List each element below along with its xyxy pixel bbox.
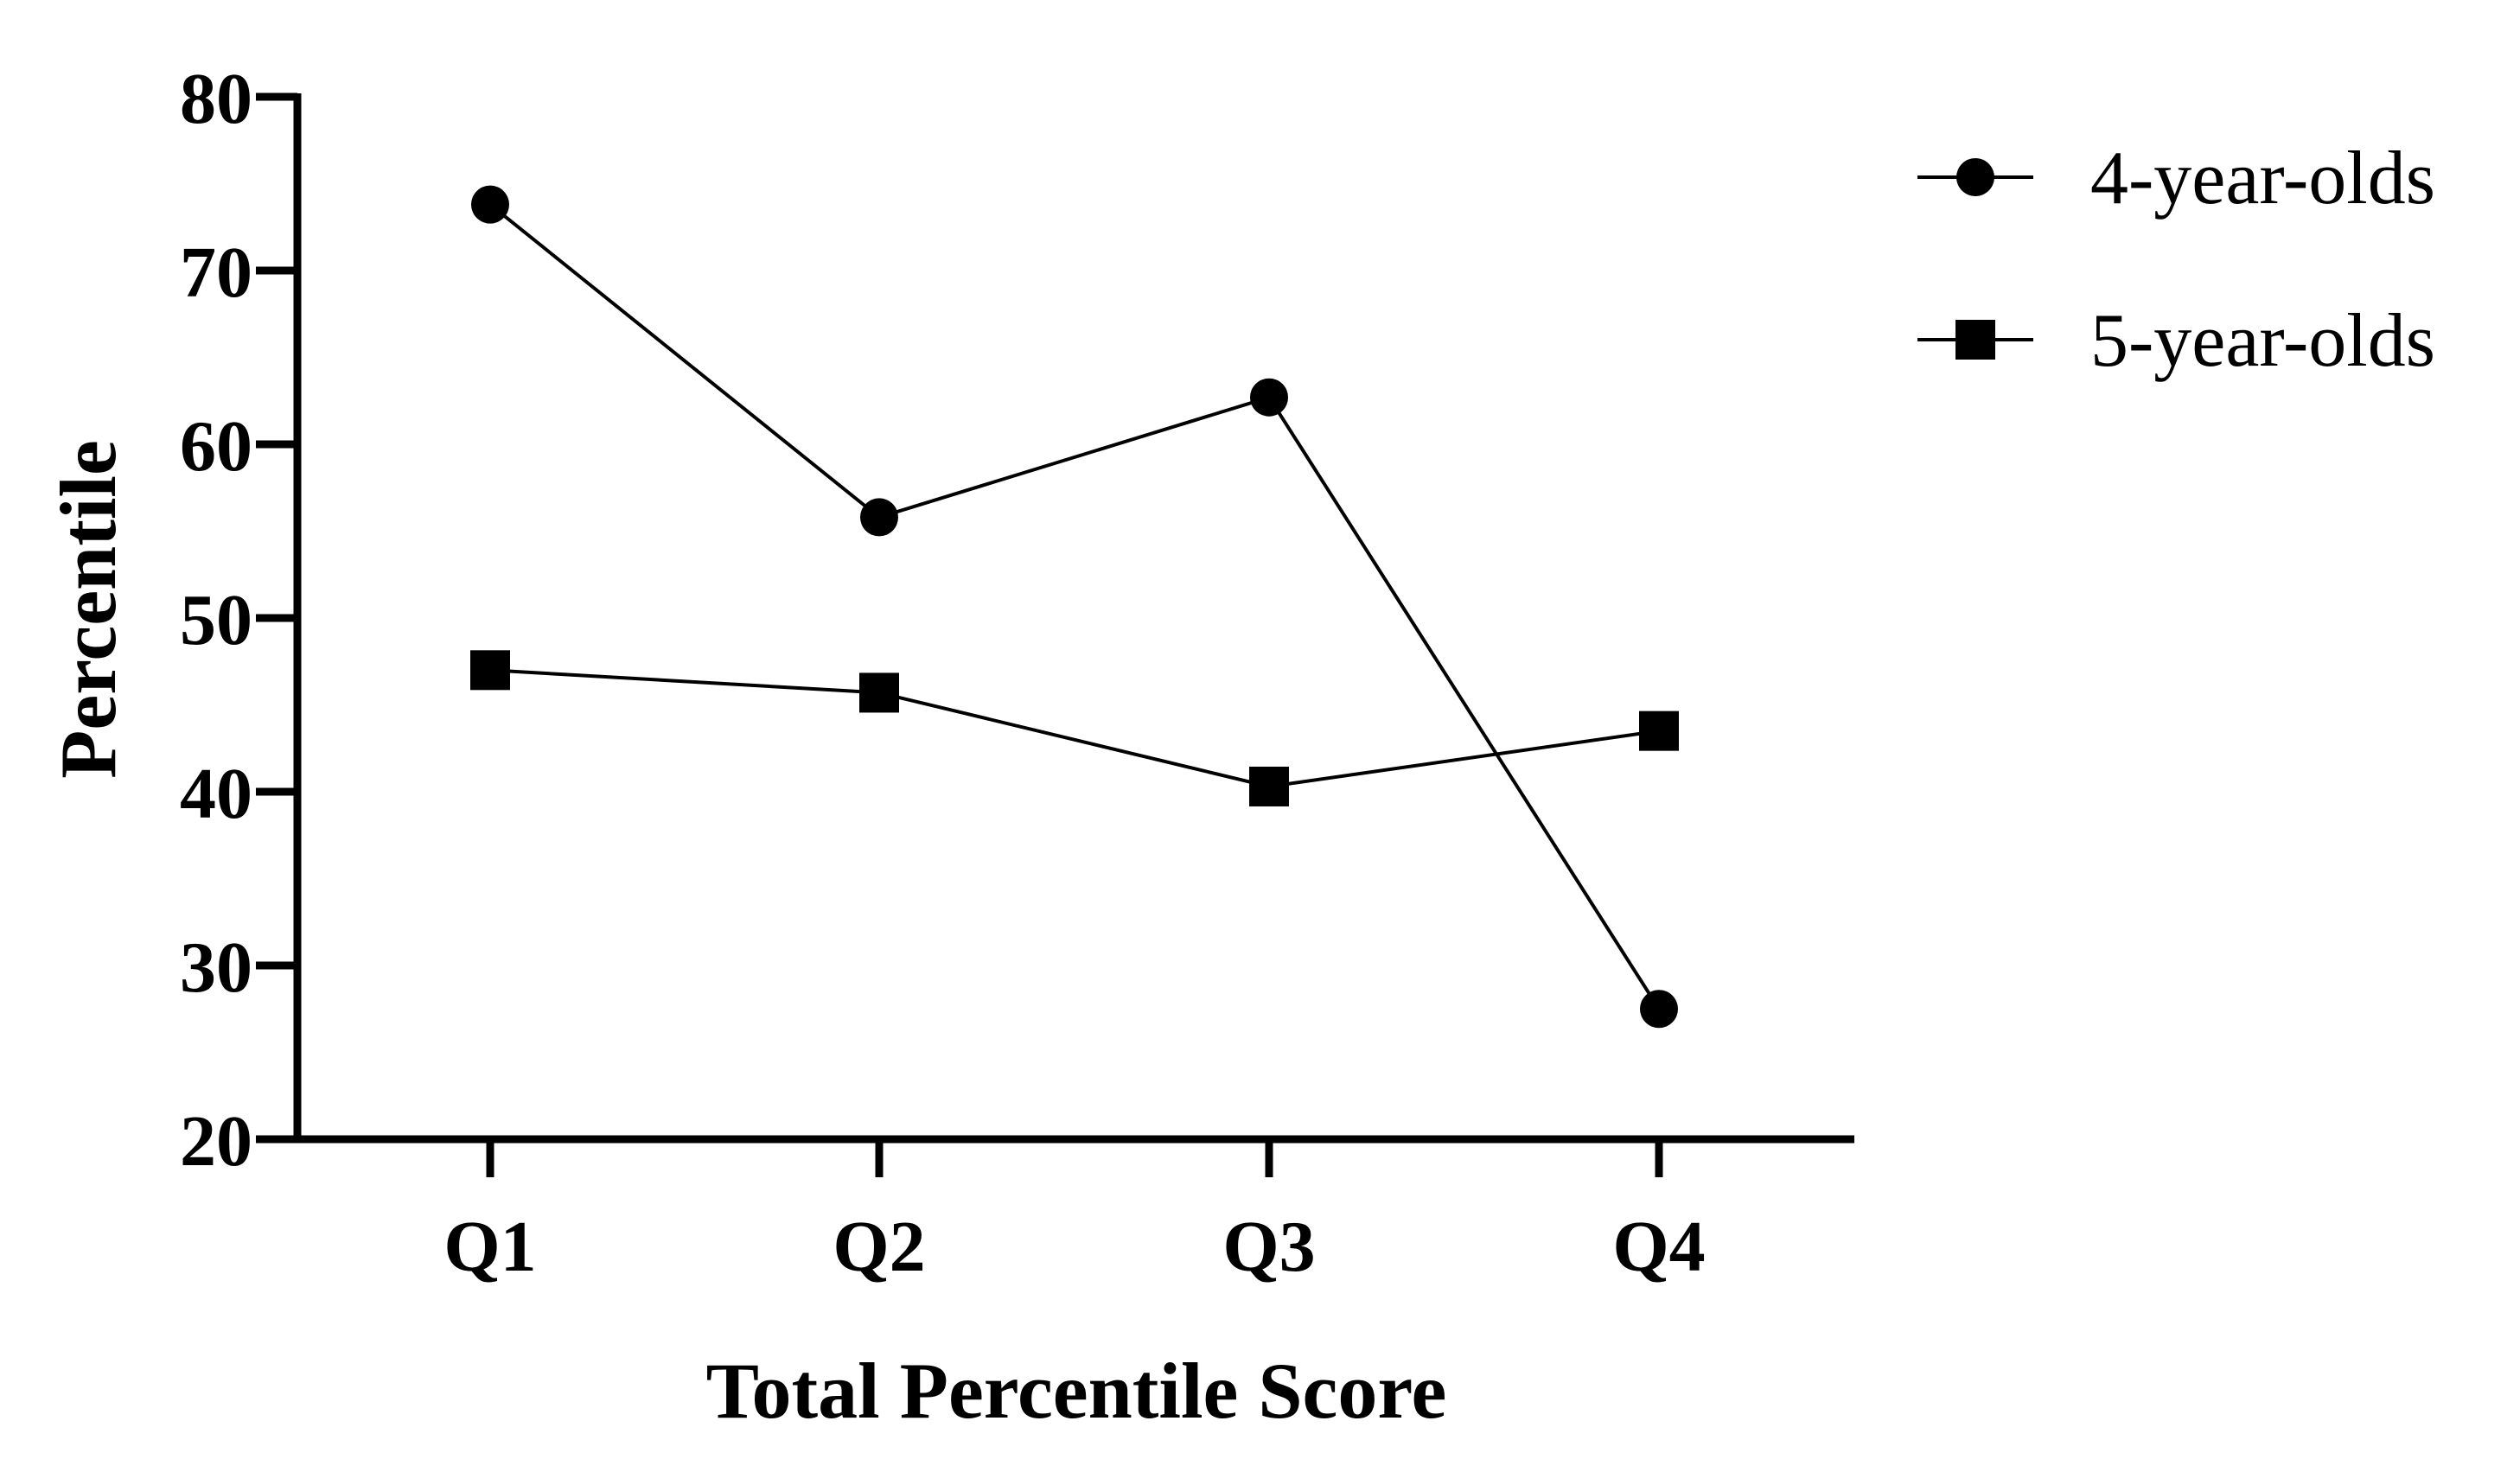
y-tick-label: 80 [180, 59, 252, 139]
legend-label-4-year-olds: 4-year-olds [2090, 137, 2435, 220]
series-line-5-year-olds [489, 668, 1660, 789]
x-tick-label: Q4 [1612, 1207, 1705, 1287]
y-tick-label: 30 [180, 927, 252, 1008]
chart-axes [293, 93, 1854, 1144]
data-point-5-year-olds [859, 672, 899, 713]
y-tick-label: 40 [180, 754, 252, 834]
data-series [470, 185, 1679, 1029]
legend-label-5-year-olds: 5-year-olds [2090, 299, 2435, 383]
x-tick-label: Q1 [443, 1207, 536, 1287]
legend-marker-4-year-olds [1956, 158, 1994, 196]
data-point-5-year-olds [470, 650, 510, 691]
data-point-4-year-olds [1640, 990, 1678, 1029]
x-tick-label: Q2 [833, 1207, 925, 1287]
x-axis-title: Total Percentile Score [706, 1347, 1447, 1435]
y-tick-label: 60 [180, 406, 252, 487]
legend-marker-5-year-olds [1955, 320, 1995, 360]
data-point-4-year-olds [860, 498, 898, 537]
x-tick-label: Q3 [1222, 1207, 1315, 1287]
y-tick-label: 50 [180, 580, 252, 660]
y-axis-ticks: 20 30 40 50 60 70 80 [180, 59, 297, 1182]
y-axis-title: Percentile [44, 440, 132, 779]
data-point-5-year-olds [1639, 711, 1679, 751]
y-tick-label: 20 [180, 1101, 252, 1182]
x-axis-ticks: Q1 Q2 Q3 Q4 [443, 1139, 1706, 1287]
data-point-5-year-olds [1249, 766, 1289, 806]
data-point-4-year-olds [471, 185, 509, 224]
y-tick-label: 70 [180, 233, 252, 313]
series-line-4-year-olds [488, 203, 1661, 1010]
data-point-4-year-olds [1250, 378, 1288, 417]
chart-legend: 4-year-olds 5-year-olds [1917, 137, 2435, 383]
